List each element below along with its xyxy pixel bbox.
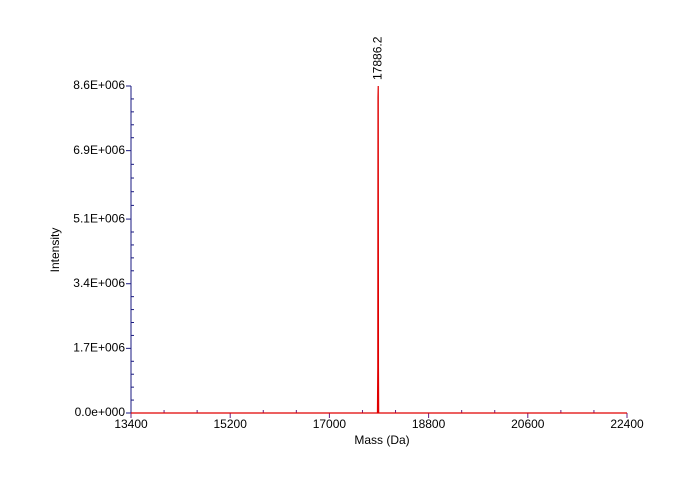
y-tick-label: 0.0e+000 — [75, 405, 126, 419]
y-tick-label: 3.4E+006 — [73, 276, 125, 290]
x-tick-label: 18800 — [412, 417, 446, 431]
y-tick-label: 8.6E+006 — [73, 78, 125, 92]
x-tick-label: 15200 — [214, 417, 248, 431]
x-axis-label: Mass (Da) — [354, 433, 409, 447]
x-tick-label: 17000 — [313, 417, 347, 431]
x-tick-label: 20600 — [511, 417, 545, 431]
y-axis-label: Intensity — [48, 228, 62, 273]
x-tick-label: 22400 — [610, 417, 644, 431]
y-tick-label: 5.1E+006 — [73, 211, 125, 225]
peak-label: 17886.2 — [370, 36, 384, 80]
y-tick-label: 1.7E+006 — [73, 341, 125, 355]
x-tick-label: 13400 — [114, 417, 148, 431]
y-tick-label: 6.9E+006 — [73, 143, 125, 157]
spectrum-line — [131, 85, 627, 414]
